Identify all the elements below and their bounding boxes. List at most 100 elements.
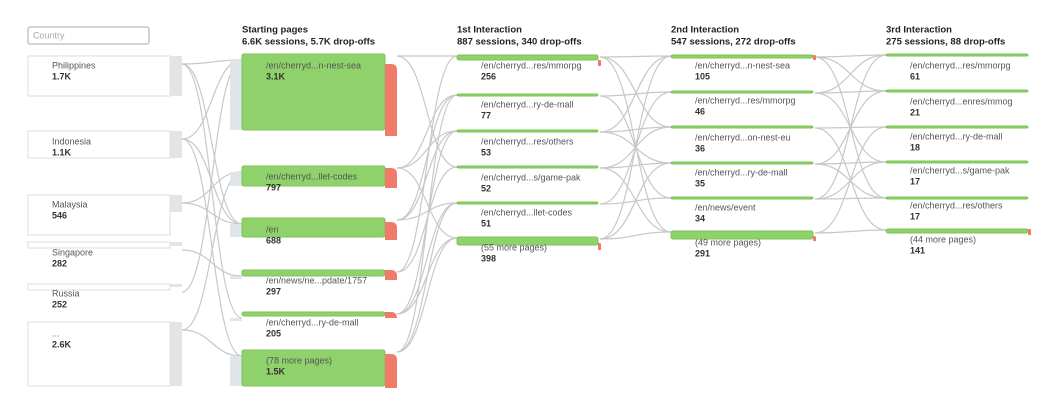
node-label: /en <box>266 224 279 234</box>
flow-link <box>396 130 458 221</box>
flow-link <box>814 229 887 234</box>
page-node[interactable] <box>456 54 599 61</box>
node-label: /en/cherryd...res/mmorpg <box>481 60 582 70</box>
node-value: 34 <box>695 213 705 223</box>
node-value: 53 <box>481 147 491 157</box>
node-label: /en/cherryd...llet-codes <box>266 171 358 181</box>
node-label: /en/cherryd...on-nest-eu <box>695 132 791 142</box>
country-value: 1.7K <box>52 71 72 81</box>
node-label: /en/cherryd...enres/mmog <box>910 96 1013 106</box>
page-node[interactable] <box>670 54 814 59</box>
node-shadow <box>230 224 242 237</box>
country-bar <box>170 56 182 96</box>
flow-link <box>181 249 243 277</box>
country-box[interactable] <box>27 194 171 236</box>
node-shadow <box>230 318 242 321</box>
node-label: /en/cherryd...s/game-pak <box>481 172 581 182</box>
node-shadow <box>230 356 242 386</box>
page-node[interactable] <box>885 196 1029 200</box>
country-name: Malaysia <box>52 199 88 209</box>
page-node[interactable] <box>885 89 1029 93</box>
page-node[interactable] <box>885 228 1029 234</box>
drop-off <box>598 243 601 250</box>
page-node[interactable] <box>456 129 599 133</box>
node-value: 205 <box>266 328 281 338</box>
column-title: 1st Interaction <box>457 25 522 36</box>
country-bar <box>170 284 182 287</box>
country-bar <box>170 322 182 386</box>
node-value: 105 <box>695 71 710 81</box>
flow-link <box>396 55 458 168</box>
node-value: 291 <box>695 248 710 258</box>
column-title: Starting pages <box>242 25 308 36</box>
column-subtitle: 275 sessions, 88 drop-offs <box>886 37 1005 48</box>
node-label: /en/cherryd...ry-de-mall <box>910 131 1003 141</box>
country-bar <box>170 195 182 212</box>
page-node[interactable] <box>670 230 814 240</box>
node-value: 21 <box>910 107 920 117</box>
country-name: Philippines <box>52 60 96 70</box>
drop-off <box>385 168 397 188</box>
page-node[interactable] <box>885 53 1029 57</box>
node-value: 61 <box>910 71 920 81</box>
node-value: 256 <box>481 71 496 81</box>
flows <box>181 54 887 357</box>
page-node[interactable] <box>670 161 814 165</box>
flow-link <box>599 56 672 128</box>
flow-link <box>599 55 672 133</box>
node-value: 141 <box>910 245 925 255</box>
flow-link <box>181 138 243 225</box>
drop-off <box>385 312 397 318</box>
page-node[interactable] <box>670 196 814 200</box>
flow-link <box>814 126 887 234</box>
flow-link <box>599 162 672 240</box>
country-box[interactable] <box>27 283 171 291</box>
node-label: /en/cherryd...s/game-pak <box>910 165 1010 175</box>
country-name: Singapore <box>52 247 93 257</box>
country-value: 252 <box>52 299 67 309</box>
flow-link <box>181 202 243 225</box>
flow-link <box>814 54 887 94</box>
flow-link <box>396 55 458 273</box>
flow-link <box>396 130 458 169</box>
page-node[interactable] <box>670 125 814 129</box>
node-value: 51 <box>481 218 491 228</box>
node-label: /en/news/ne...pdate/1757 <box>266 275 367 285</box>
country-value: 2.6K <box>52 339 72 349</box>
page-node[interactable] <box>456 201 599 205</box>
country-filter[interactable] <box>27 26 150 45</box>
page-node[interactable] <box>456 93 599 97</box>
country-box[interactable] <box>27 55 171 97</box>
flow-link <box>181 138 243 357</box>
flow-link <box>814 54 887 58</box>
flow-link <box>599 162 672 169</box>
flow-link <box>396 167 458 239</box>
page-node[interactable] <box>241 217 386 238</box>
page-node[interactable] <box>241 311 386 317</box>
country-box[interactable] <box>27 321 171 387</box>
node-value: 688 <box>266 235 281 245</box>
country-name: Indonesia <box>52 136 91 146</box>
node-value: 17 <box>910 211 920 221</box>
node-label: (78 more pages) <box>266 355 332 365</box>
node-label: /en/cherryd...llet-codes <box>481 207 573 217</box>
node-label: /en/cherryd...res/others <box>910 200 1003 210</box>
node-label: /en/cherryd...res/mmorpg <box>695 95 796 105</box>
country-name: Russia <box>52 288 80 298</box>
column-subtitle: 547 sessions, 272 drop-offs <box>671 37 796 48</box>
country-box[interactable] <box>27 241 171 249</box>
page-node[interactable] <box>885 125 1029 129</box>
flow-link <box>396 94 458 221</box>
node-label: (49 more pages) <box>695 237 761 247</box>
node-label: /en/cherryd...ry-de-mall <box>695 167 788 177</box>
country-box[interactable] <box>27 130 171 159</box>
page-node[interactable] <box>456 236 599 246</box>
node-value: 46 <box>695 106 705 116</box>
page-node[interactable] <box>670 90 814 94</box>
flow-link <box>181 63 243 319</box>
page-node[interactable] <box>456 165 599 169</box>
node-shadow <box>230 276 242 279</box>
node-value: 77 <box>481 110 491 120</box>
node-value: 52 <box>481 183 491 193</box>
page-node[interactable] <box>885 160 1029 164</box>
